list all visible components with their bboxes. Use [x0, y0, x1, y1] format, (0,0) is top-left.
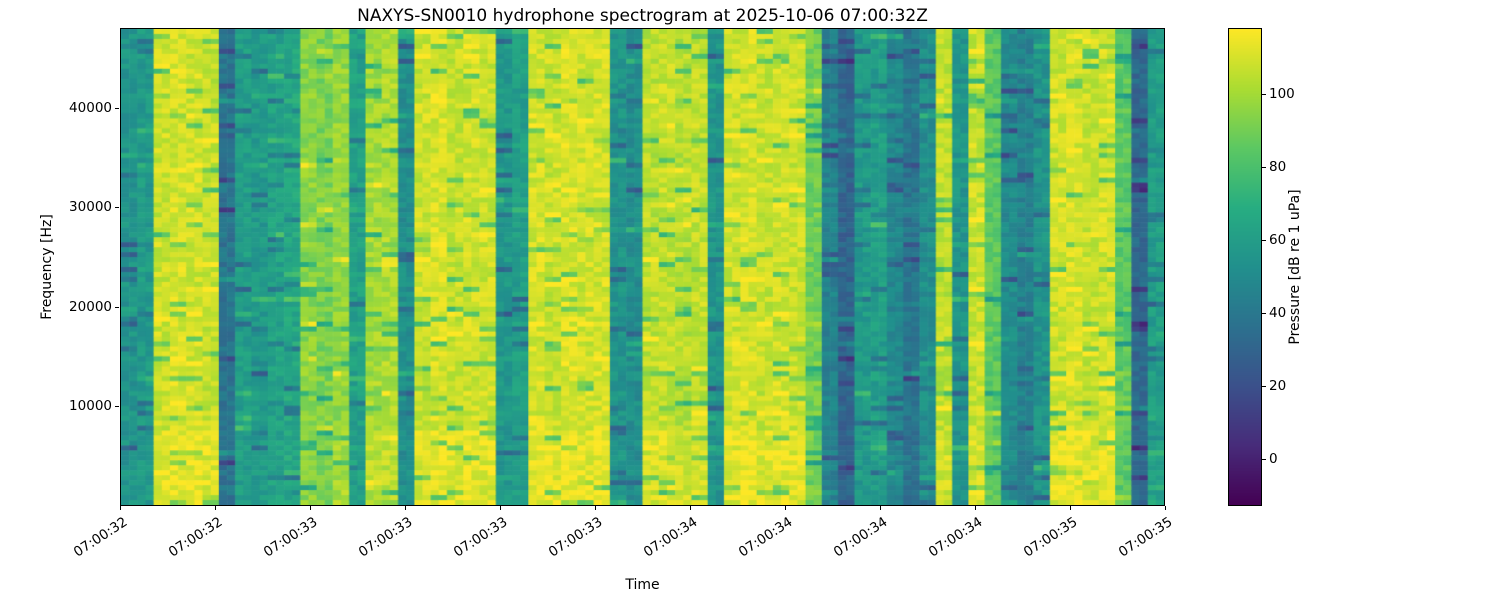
colorbar-tick-label: 80	[1269, 158, 1287, 175]
colorbar	[1228, 28, 1262, 506]
y-tick-mark	[115, 406, 119, 408]
colorbar-label-text: Pressure [dB re 1 uPa]	[1287, 189, 1303, 345]
y-tick-label: 40000	[69, 99, 112, 116]
y-tick-label: 10000	[69, 398, 112, 415]
colorbar-tick-mark	[1262, 239, 1266, 241]
x-tick-label: 07:00:34	[926, 514, 986, 561]
y-tick-mark	[115, 306, 119, 308]
x-tick-mark	[880, 506, 881, 510]
chart-title: NAXYS-SN0010 hydrophone spectrogram at 2…	[357, 6, 928, 26]
colorbar-tick-label: 20	[1269, 377, 1287, 394]
x-tick-mark	[120, 506, 121, 510]
y-tick-mark	[115, 207, 119, 209]
x-tick-label: 07:00:33	[546, 514, 606, 561]
spectrogram-canvas	[121, 29, 1164, 505]
colorbar-tick-label: 60	[1269, 231, 1287, 248]
x-tick-mark	[1070, 506, 1071, 510]
x-tick-label: 07:00:34	[831, 514, 891, 561]
x-tick-label: 07:00:32	[166, 514, 226, 561]
colorbar-canvas	[1229, 29, 1261, 505]
x-tick-mark	[595, 506, 596, 510]
y-tick-label: 20000	[69, 298, 112, 315]
x-tick-mark	[500, 506, 501, 510]
x-tick-label: 07:00:34	[641, 514, 701, 561]
x-tick-mark	[975, 506, 976, 510]
y-tick-mark	[115, 107, 119, 109]
x-tick-mark	[310, 506, 311, 510]
x-tick-label: 07:00:35	[1116, 514, 1176, 561]
colorbar-tick-label: 0	[1269, 450, 1278, 467]
colorbar-tick-mark	[1262, 458, 1266, 460]
x-tick-mark	[690, 506, 691, 510]
x-tick-label: 07:00:33	[451, 514, 511, 561]
x-tick-mark	[215, 506, 216, 510]
colorbar-tick-mark	[1262, 312, 1266, 314]
x-tick-label: 07:00:32	[71, 514, 131, 561]
colorbar-tick-mark	[1262, 93, 1266, 95]
x-tick-label: 07:00:35	[1021, 514, 1081, 561]
spectrogram-plot	[120, 28, 1165, 506]
colorbar-tick-label: 40	[1269, 304, 1287, 321]
colorbar-tick-mark	[1262, 385, 1266, 387]
x-tick-label: 07:00:33	[261, 514, 321, 561]
x-tick-mark	[405, 506, 406, 510]
colorbar-tick-label: 100	[1269, 85, 1295, 102]
y-tick-label: 30000	[69, 199, 112, 216]
x-axis-label: Time	[625, 577, 660, 593]
colorbar-tick-mark	[1262, 166, 1266, 168]
x-tick-mark	[1165, 506, 1166, 510]
x-tick-label: 07:00:33	[356, 514, 416, 561]
x-tick-label: 07:00:34	[736, 514, 796, 561]
x-tick-mark	[785, 506, 786, 510]
